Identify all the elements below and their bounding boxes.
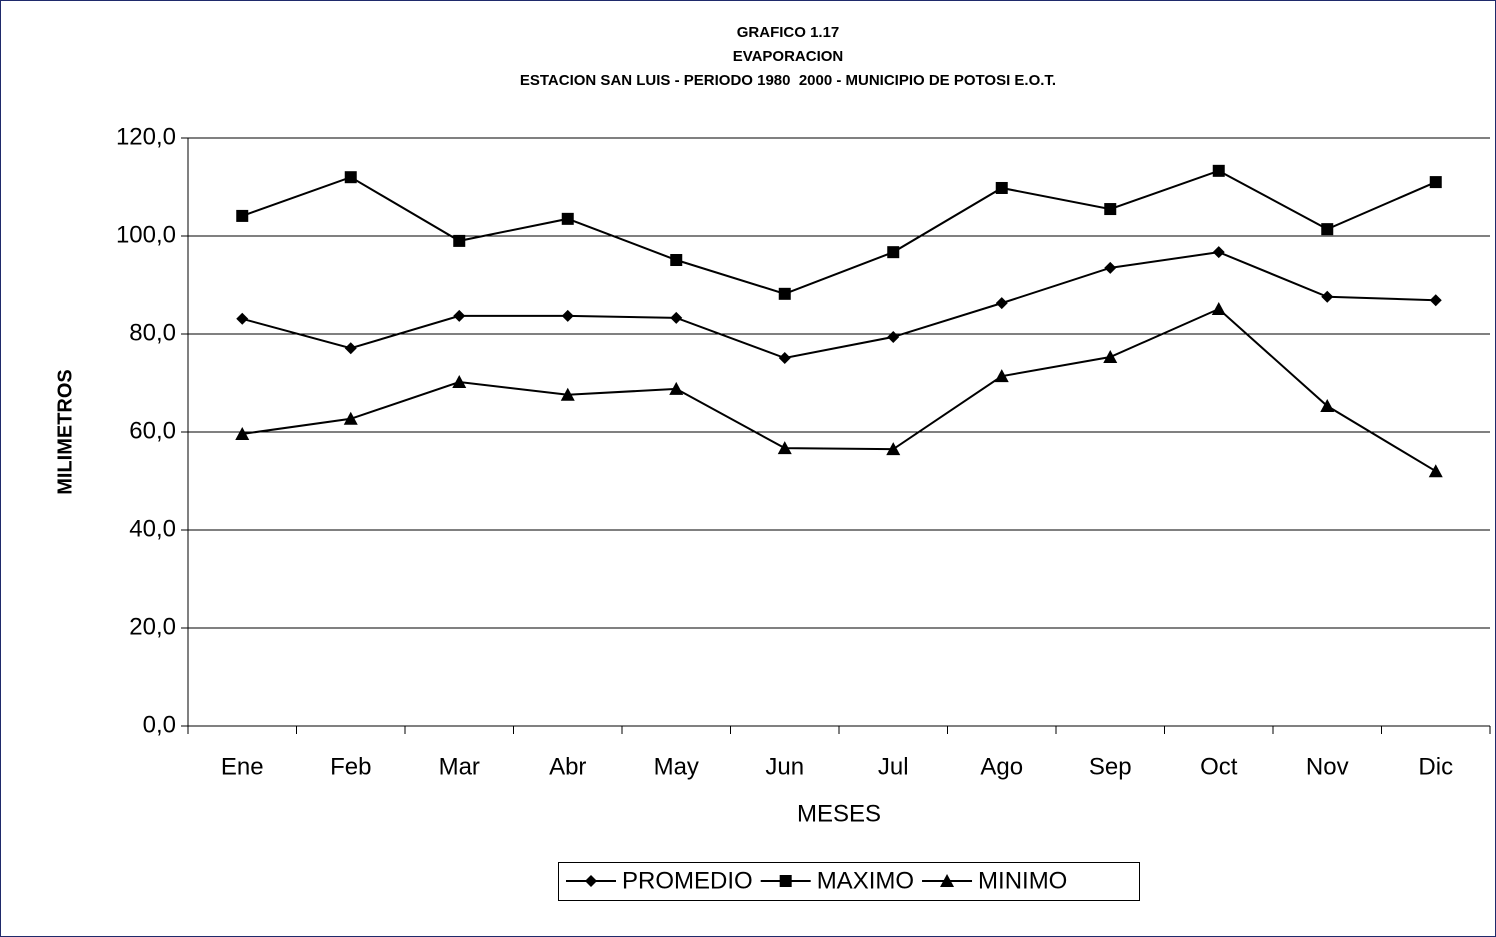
marker	[1212, 246, 1225, 259]
x-tick-label: Ago	[980, 753, 1023, 780]
legend-label: MAXIMO	[817, 867, 914, 894]
marker	[344, 171, 357, 184]
marker	[940, 874, 955, 887]
marker	[344, 342, 357, 355]
marker	[1428, 464, 1443, 478]
marker	[1104, 261, 1117, 274]
series-line	[242, 307, 1437, 473]
marker	[1429, 176, 1442, 189]
x-tick-label: Mar	[439, 753, 480, 780]
chart-title: GRAFICO 1.17	[737, 24, 840, 41]
y-tick-label: 80,0	[129, 319, 176, 346]
marker	[995, 181, 1008, 194]
y-tick-label: 60,0	[129, 417, 176, 444]
marker	[1320, 399, 1335, 413]
marker	[1212, 164, 1225, 177]
y-tick-label: 20,0	[129, 613, 176, 640]
marker	[669, 381, 684, 395]
legend	[558, 862, 1140, 901]
marker	[235, 426, 250, 440]
marker	[1211, 302, 1226, 316]
marker	[887, 246, 900, 259]
y-tick-label: 0,0	[143, 711, 176, 738]
y-tick-label: 100,0	[116, 221, 176, 248]
chart-title: EVAPORACION	[733, 48, 844, 65]
x-tick-label: Abr	[549, 753, 586, 780]
marker	[585, 875, 597, 887]
legend-label: PROMEDIO	[622, 867, 753, 894]
marker	[777, 441, 792, 455]
x-tick-label: May	[654, 753, 699, 780]
series-line	[241, 169, 1437, 295]
x-tick-label: Feb	[330, 753, 371, 780]
marker	[236, 312, 249, 325]
x-tick-label: Dic	[1418, 753, 1453, 780]
marker	[670, 311, 683, 324]
marker	[1103, 350, 1118, 364]
marker	[995, 297, 1008, 310]
marker	[1321, 223, 1334, 236]
marker	[1429, 294, 1442, 307]
marker	[1104, 203, 1117, 216]
marker	[561, 212, 574, 225]
x-tick-label: Ene	[221, 753, 264, 780]
marker	[453, 234, 466, 247]
x-tick-label: Jun	[765, 753, 804, 780]
x-tick-label: Oct	[1200, 753, 1238, 780]
marker	[994, 369, 1009, 383]
x-tick-label: Nov	[1306, 753, 1349, 780]
x-tick-label: Jul	[878, 753, 909, 780]
marker	[561, 309, 574, 322]
marker	[1321, 290, 1334, 303]
marker	[779, 875, 792, 887]
marker	[560, 387, 575, 401]
marker	[453, 309, 466, 322]
marker	[452, 375, 467, 389]
marker	[670, 254, 683, 267]
marker	[887, 330, 900, 343]
marker	[778, 287, 791, 300]
y-axis-title: MILIMETROS	[54, 369, 76, 495]
marker	[886, 442, 901, 456]
chart-title: ESTACION SAN LUIS - PERIODO 1980 2000 - …	[520, 72, 1056, 89]
y-tick-label: 40,0	[129, 515, 176, 542]
legend-label: MINIMO	[978, 867, 1067, 894]
marker	[343, 411, 358, 425]
x-tick-label: Sep	[1089, 753, 1132, 780]
series-line	[241, 251, 1436, 360]
marker	[236, 209, 249, 222]
marker	[778, 352, 791, 365]
x-axis-title: MESES	[797, 800, 881, 827]
y-tick-label: 120,0	[116, 123, 176, 150]
